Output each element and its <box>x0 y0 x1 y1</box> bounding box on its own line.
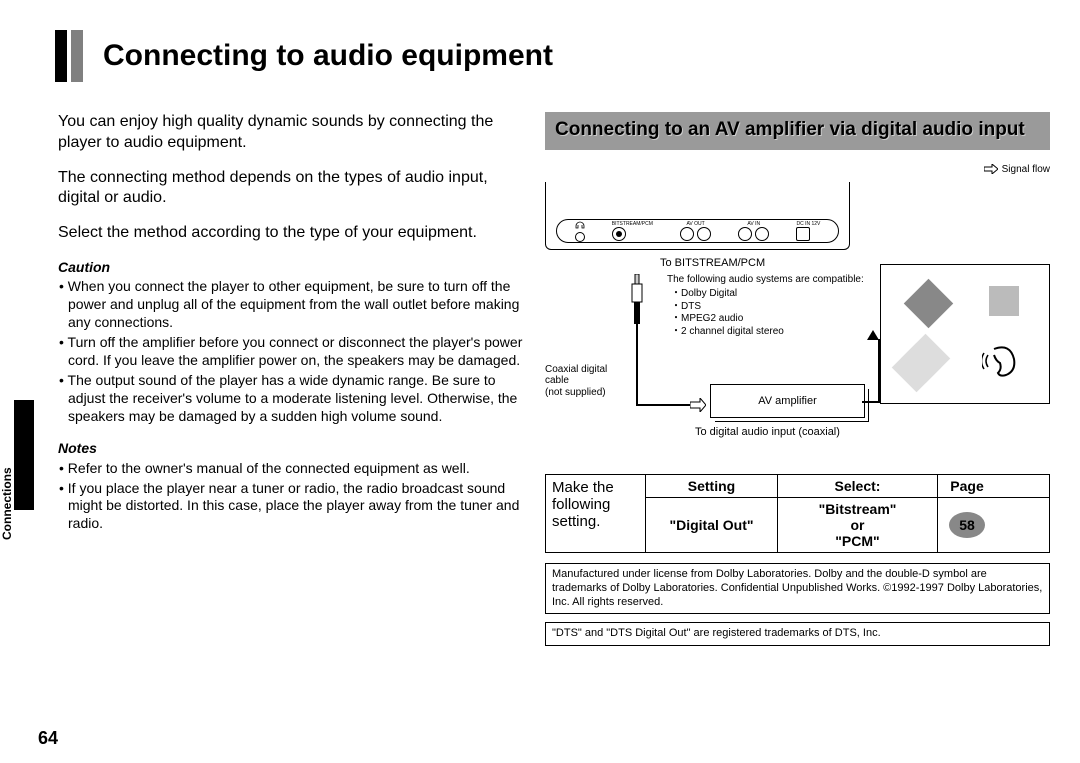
section-tab <box>14 400 34 510</box>
intro-p3: Select the method according to the type … <box>58 223 523 244</box>
col-setting: Setting <box>646 475 778 497</box>
signal-flow-legend: Signal flow <box>984 164 1050 175</box>
intro-p2: The connecting method depends on the typ… <box>58 168 523 210</box>
left-column: You can enjoy high quality dynamic sound… <box>58 112 523 646</box>
cable-line <box>636 404 696 406</box>
coax-cable-label: Coaxial digital cable (not supplied) <box>545 364 607 399</box>
right-column: Connecting to an AV amplifier via digita… <box>545 112 1050 646</box>
table-header: Setting Select: Page <box>646 475 1049 498</box>
amp-input-label: To digital audio input (coaxial) <box>695 426 840 438</box>
cell-page: 58 <box>938 498 996 552</box>
col-page: Page <box>938 475 996 497</box>
title-block-gray <box>71 30 83 82</box>
page-number: 64 <box>38 728 58 749</box>
to-bitstream-label: To BITSTREAM/PCM <box>660 257 765 269</box>
av-amplifier-box: AV amplifier <box>710 384 865 418</box>
amp-label: AV amplifier <box>758 395 816 407</box>
compat-item: MPEG2 audio <box>671 313 864 326</box>
notes-item: Refer to the owner's manual of the conne… <box>68 460 523 478</box>
compat-intro: The following audio systems are compatib… <box>667 274 864 287</box>
page-title: Connecting to audio equipment <box>103 39 553 73</box>
format-icons-box <box>880 264 1050 404</box>
section-heading: Connecting to an AV amplifier via digita… <box>545 112 1050 150</box>
caution-item: The output sound of the player has a wid… <box>68 372 523 426</box>
signal-arrow-icon <box>690 398 706 417</box>
dolby-legal: Manufactured under license from Dolby La… <box>545 563 1050 614</box>
cell-setting: "Digital Out" <box>646 498 778 552</box>
table-row: "Digital Out" "Bitstream" or "PCM" 58 <box>646 498 1049 552</box>
format-diamond-icon <box>904 279 953 328</box>
compat-item: DTS <box>671 301 864 314</box>
connection-diagram: Signal flow BITSTREAM/PCM AV OUT AV IN D… <box>545 164 1050 464</box>
connector-arrow-icon <box>867 330 879 340</box>
notes-heading: Notes <box>58 439 523 457</box>
coax-plug-icon <box>630 274 644 324</box>
format-square-icon <box>989 286 1019 316</box>
section-label: Connections <box>0 467 14 540</box>
caution-item: Turn off the amplifier before you connec… <box>68 334 523 370</box>
col-select: Select: <box>778 475 938 497</box>
compatibility-note: The following audio systems are compatib… <box>667 274 864 339</box>
headphone-icon <box>575 220 585 230</box>
compat-item: 2 channel digital stereo <box>671 326 864 339</box>
cell-select: "Bitstream" or "PCM" <box>778 498 938 552</box>
bitstream-jack <box>612 227 626 241</box>
intro-p1: You can enjoy high quality dynamic sound… <box>58 112 523 154</box>
dts-legal: "DTS" and "DTS Digital Out" are register… <box>545 622 1050 646</box>
make-setting-label: Make the following setting. <box>546 475 646 552</box>
caution-item: When you connect the player to other equ… <box>68 278 523 332</box>
notes-item: If you place the player near a tuner or … <box>68 480 523 534</box>
caution-heading: Caution <box>58 258 523 276</box>
settings-table: Make the following setting. Setting Sele… <box>545 474 1050 553</box>
compat-item: Dolby Digital <box>671 288 864 301</box>
arrow-icon <box>984 164 998 174</box>
title-block-dark <box>55 30 67 82</box>
ear-icon <box>982 341 1022 381</box>
signal-flow-label: Signal flow <box>1002 164 1050 175</box>
notes-list: Refer to the owner's manual of the conne… <box>58 460 523 534</box>
connector-line <box>862 339 880 403</box>
caution-list: When you connect the player to other equ… <box>58 278 523 425</box>
cable-line <box>636 324 638 404</box>
player-rear-panel: BITSTREAM/PCM AV OUT AV IN DC IN 12V <box>545 182 850 250</box>
page-title-bar: Connecting to audio equipment <box>55 30 1050 82</box>
